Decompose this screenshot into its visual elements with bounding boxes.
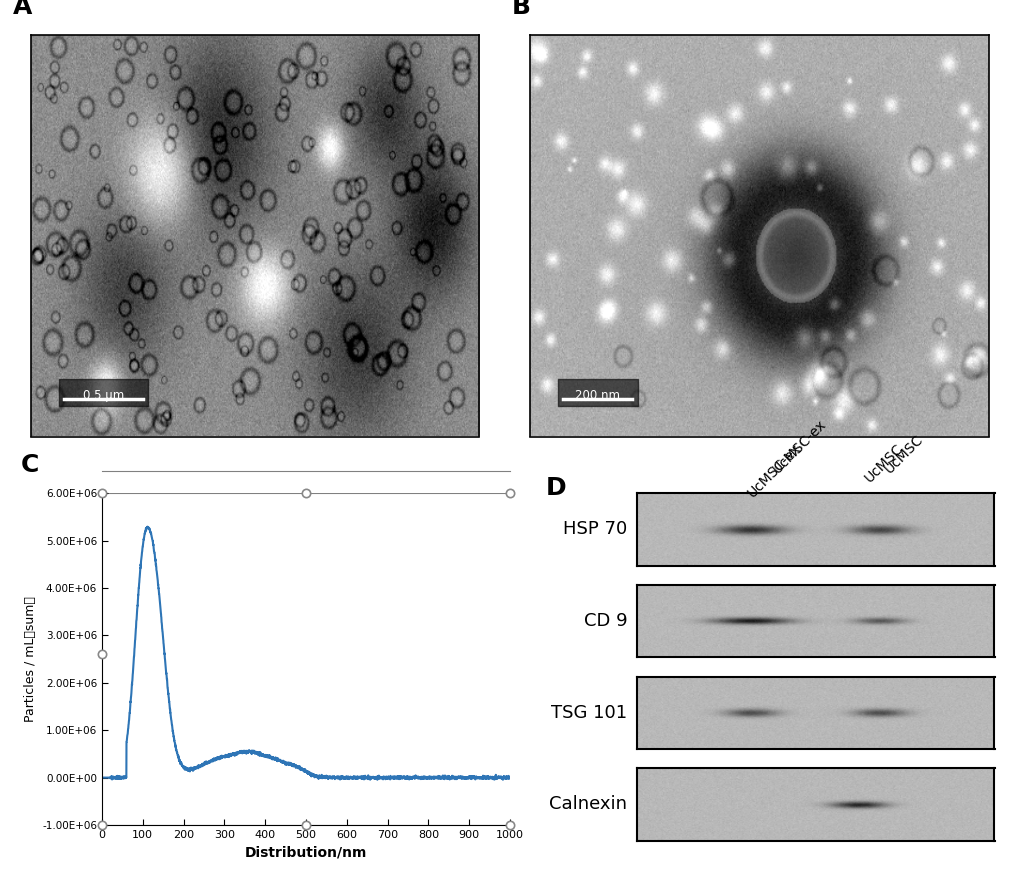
Y-axis label: Particles / mL（sum）: Particles / mL（sum） (23, 596, 37, 722)
Text: UcMSC: UcMSC (861, 441, 905, 485)
Text: UcMSC: UcMSC (881, 432, 925, 476)
Text: UcMSC-ex: UcMSC-ex (744, 441, 803, 500)
Text: D: D (545, 476, 566, 499)
Text: B: B (512, 0, 531, 19)
Text: A: A (12, 0, 32, 19)
Text: TSG 101: TSG 101 (550, 704, 627, 722)
Text: 0.5 μm: 0.5 μm (83, 389, 124, 402)
Text: 200 nm: 200 nm (575, 389, 620, 402)
X-axis label: Distribution/nm: Distribution/nm (245, 845, 367, 859)
Text: HSP 70: HSP 70 (562, 520, 627, 539)
Text: UcMSC-ex: UcMSC-ex (769, 416, 828, 476)
Text: CD 9: CD 9 (583, 612, 627, 630)
Text: C: C (20, 453, 39, 478)
Text: Calnexin: Calnexin (549, 795, 627, 814)
